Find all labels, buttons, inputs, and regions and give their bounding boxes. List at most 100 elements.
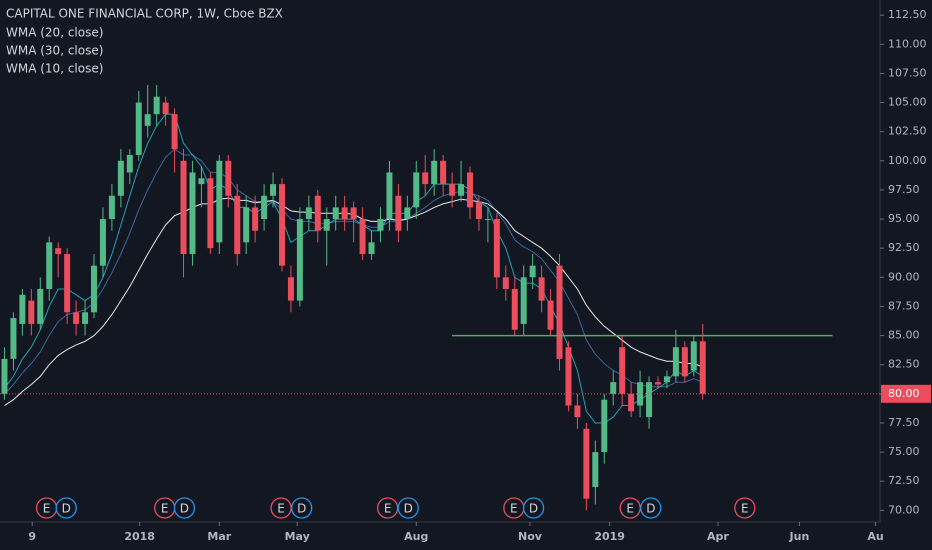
event-label: E [741, 502, 749, 516]
candle-body [583, 428, 590, 499]
x-tick-label: Aug [404, 530, 428, 543]
event-marker [173, 497, 196, 519]
indicator-label: WMA (10, close) [6, 62, 103, 76]
candle-body [404, 207, 411, 220]
event-marker [640, 497, 662, 519]
y-tick-label: 75.00 [888, 445, 920, 458]
candle-body [19, 294, 26, 324]
candle-body [466, 172, 473, 208]
event-marker [734, 497, 756, 519]
event-label: D [404, 502, 413, 516]
candle-body [690, 341, 697, 371]
y-tick-label: 100.00 [888, 154, 927, 167]
y-tick-label: 102.50 [888, 125, 927, 138]
candle-body [216, 160, 223, 243]
event-marker [55, 497, 77, 519]
candle-body [422, 172, 429, 185]
event-marker [522, 497, 545, 519]
event-label: D [646, 502, 655, 516]
candle-body [377, 219, 384, 231]
candle-body [225, 160, 232, 196]
y-tick-label: 112.50 [888, 8, 927, 21]
y-tick-label: 92.50 [888, 241, 920, 254]
event-label: E [43, 502, 51, 516]
candle-body [619, 347, 626, 394]
candle-body [574, 405, 581, 418]
candle-body [458, 184, 465, 196]
candle-body [449, 184, 456, 196]
candle-body [180, 160, 187, 255]
x-tick-label: Mar [207, 530, 231, 543]
candle-body [592, 452, 599, 488]
candle-body [46, 242, 53, 289]
candle-body [628, 393, 635, 412]
candle-body [198, 178, 205, 185]
candle-body [117, 160, 124, 196]
candle-body [672, 347, 679, 377]
candle-body [144, 114, 151, 126]
event-label: D [529, 502, 538, 516]
candle-body [296, 219, 303, 301]
x-tick-label: Au [867, 530, 883, 543]
candle-body [484, 219, 491, 221]
event-label: E [277, 502, 285, 516]
candle-body [189, 172, 196, 255]
x-tick-label: Nov [518, 530, 543, 543]
candle-body [90, 265, 97, 313]
indicator-label: WMA (30, close) [6, 44, 103, 58]
candle-body [440, 160, 447, 185]
event-marker [397, 497, 419, 519]
candle-body [314, 195, 321, 231]
y-tick-label: 95.00 [888, 212, 920, 225]
event-label: D [180, 502, 189, 516]
y-tick-label: 110.00 [888, 37, 927, 50]
candle-body [234, 195, 241, 255]
chart-title: CAPITAL ONE FINANCIAL CORP, 1W, Cboe BZX [6, 7, 283, 21]
x-tick-label: 9 [28, 530, 36, 543]
candle-body [359, 219, 366, 255]
last-price-label: 80.00 [888, 387, 920, 400]
x-tick-label: 2018 [124, 530, 155, 543]
y-tick-label: 82.50 [888, 358, 920, 371]
candle-body [1, 358, 8, 394]
candle-body [64, 254, 71, 313]
candle-body [654, 382, 661, 385]
event-label: E [161, 502, 169, 516]
candle-body [252, 207, 259, 231]
x-tick-label: May [285, 530, 310, 543]
candle-body [646, 382, 653, 418]
candle-body [153, 96, 160, 115]
candle-body [332, 207, 339, 220]
candle-body [681, 347, 688, 377]
last-price-box [881, 384, 931, 403]
x-tick-label: 2019 [594, 530, 625, 543]
event-label: D [62, 502, 71, 516]
candle-body [529, 265, 536, 278]
candle-body [55, 248, 62, 255]
y-tick-label: 97.50 [888, 183, 920, 196]
candle-body [431, 160, 438, 185]
candle-body [699, 341, 706, 394]
candle-body [243, 207, 250, 243]
candle-body [395, 195, 402, 231]
y-tick-label: 72.50 [888, 474, 920, 487]
y-tick-label: 70.00 [888, 503, 920, 516]
event-label: E [626, 502, 634, 516]
candle-body [82, 312, 89, 324]
candle-body [28, 300, 35, 324]
candle-body [261, 195, 268, 220]
candle-body [637, 382, 644, 406]
candle-body [37, 288, 44, 324]
candle-body [610, 382, 617, 394]
candle-body [413, 172, 420, 208]
candle-body [207, 178, 214, 249]
candle-body [270, 184, 277, 196]
x-tick-label: Jun [789, 530, 810, 543]
candle-body [162, 102, 169, 115]
candle-body [547, 300, 554, 330]
candle-body [502, 277, 509, 289]
candle-body [305, 207, 312, 220]
y-tick-label: 85.00 [888, 329, 920, 342]
event-label: E [384, 502, 392, 516]
